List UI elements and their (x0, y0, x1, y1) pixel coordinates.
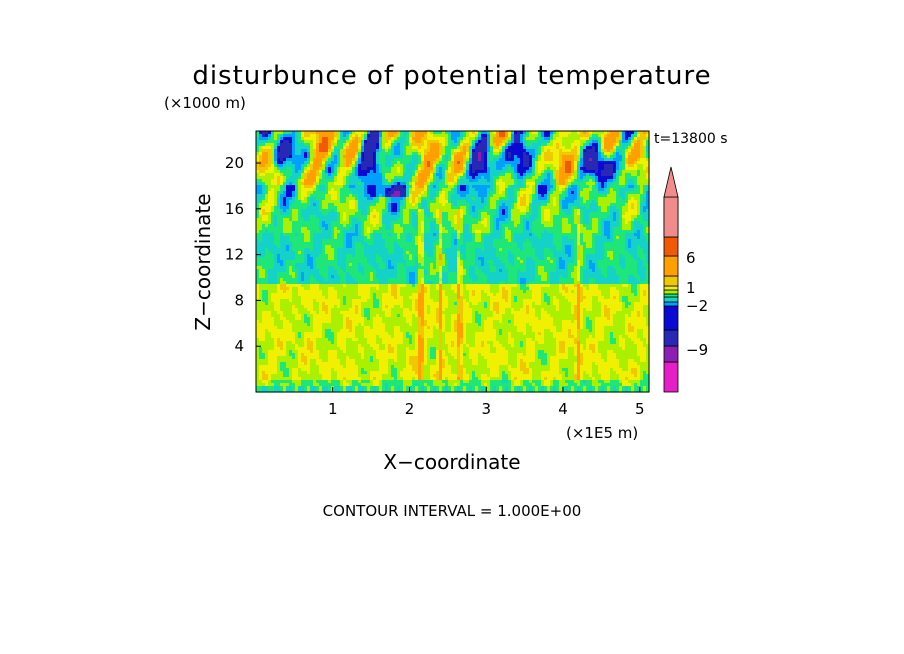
y-tick-label: 4 (234, 337, 244, 355)
y-axis-title: Z−coordinate (191, 193, 215, 330)
colorbar-swatch (663, 196, 679, 238)
colorbar-swatch (663, 255, 679, 277)
x-unit-label: (×1E5 m) (566, 424, 638, 442)
colorbar-label: 6 (686, 249, 696, 267)
colorbar-swatch (663, 305, 679, 331)
plot-frame (255, 130, 650, 393)
x-tick-label: 3 (482, 400, 492, 418)
colorbar-swatch (663, 275, 679, 287)
colorbar-swatch (663, 296, 679, 303)
colorbar-extend-arrow (663, 166, 679, 198)
x-axis-ticks: 1 2 3 4 5 (328, 387, 645, 418)
chart-title: disturbunce of potential temperature (192, 61, 711, 91)
colorbar-swatch (663, 236, 679, 257)
y-unit-label: (×1000 m) (164, 94, 246, 112)
colorbar-swatch (663, 289, 679, 295)
colorbar-swatch (663, 361, 679, 393)
y-tick-label: 12 (225, 246, 244, 264)
x-tick-label: 4 (558, 400, 568, 418)
colorbar: 6 1−2 −9 (663, 166, 708, 393)
colorbar-swatch (663, 301, 679, 307)
colorbar-swatch (663, 293, 679, 298)
colorbar-label: −2 (686, 297, 708, 315)
time-label: t=13800 s (654, 131, 728, 147)
x-tick-label: 2 (405, 400, 415, 418)
colorbar-swatch (663, 285, 679, 291)
y-tick-label: 16 (225, 200, 244, 218)
y-tick-label: 8 (234, 291, 244, 309)
x-tick-label: 5 (635, 400, 645, 418)
contour-interval-label: CONTOUR INTERVAL = 1.000E+00 (323, 502, 582, 520)
colorbar-label: 1 (686, 279, 696, 297)
colorbar-swatch (663, 345, 679, 363)
colorbar-swatch (663, 329, 679, 347)
y-tick-label: 20 (225, 154, 244, 172)
x-axis-title: X−coordinate (383, 450, 520, 474)
contour-plot-area (256, 131, 650, 393)
y-axis-ticks: 4 8 12 16 20 (225, 154, 261, 355)
x-tick-label: 1 (328, 400, 338, 418)
colorbar-label: −9 (686, 341, 708, 359)
